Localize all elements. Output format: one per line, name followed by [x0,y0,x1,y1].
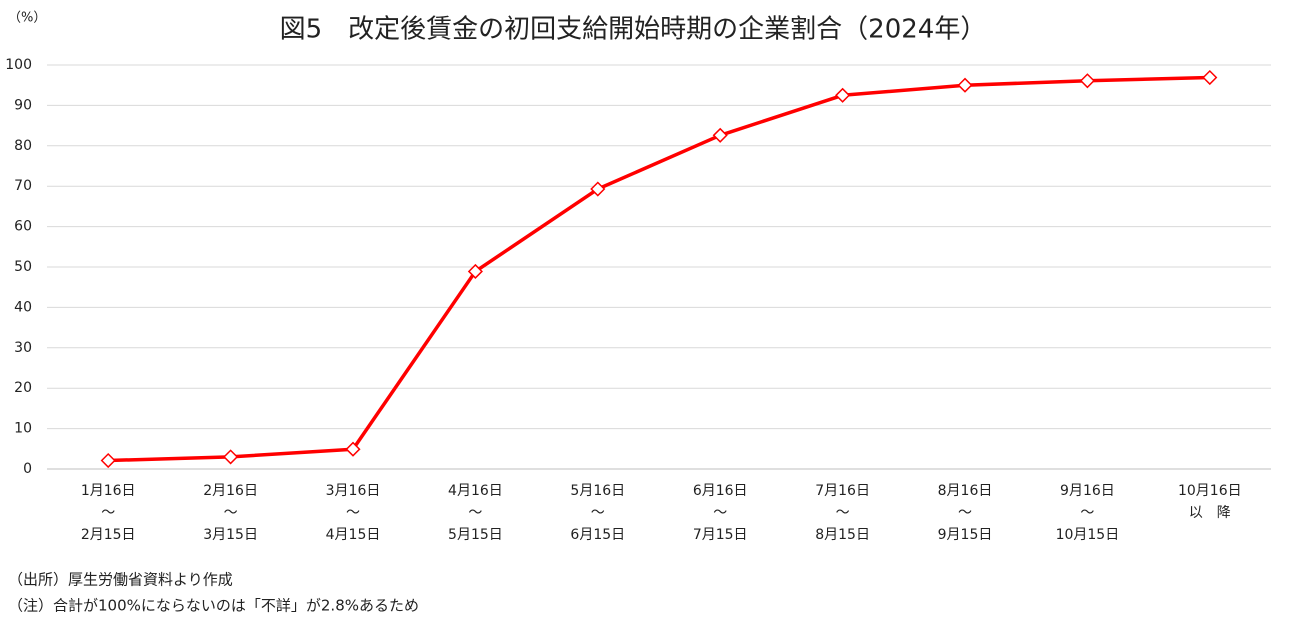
chart-title: 図5 改定後賃金の初回支給開始時期の企業割合（2024年） [280,15,987,45]
x-tick-label: 10月16日以 降 [1178,483,1242,521]
y-axis-label: （%） [8,11,46,26]
x-tick-label-line: ～ [468,505,482,521]
x-tick-label-line: ～ [101,505,115,521]
y-tick-label: 50 [14,259,32,275]
x-tick-label-line: 6月15日 [570,527,625,543]
x-tick-label-line: 4月15日 [326,527,381,543]
x-tick-label: 9月16日 ～ 10月15日 [1056,483,1120,543]
marker [345,441,361,457]
x-tick-label-line: ～ [346,505,360,521]
x-tick-label-line: 5月16日 [570,483,625,499]
x-tick-label: 7月16日 ～ 8月15日 [815,483,870,543]
x-tick-label: 4月16日 ～ 5月15日 [448,483,503,543]
x-tick-label-line: ～ [591,505,605,521]
x-tick-label-line: ～ [1080,505,1094,521]
marker [223,449,239,465]
marker [957,77,973,93]
y-tick-label: 20 [14,380,32,396]
x-tick-label: 5月16日 ～ 6月15日 [570,483,625,543]
marker [712,127,728,143]
x-tick-label: 8月16日 ～ 9月15日 [938,483,993,543]
marker [835,87,851,103]
x-tick-label-line: 2月16日 [203,483,258,499]
marker [1202,69,1218,86]
x-tick-label-line: ～ [836,505,850,521]
x-tick-label-line: 3月15日 [203,527,258,543]
x-tick-label-line: 4月16日 [448,483,503,499]
x-tick-label-line: 1月16日 [81,483,136,499]
x-tick-label-line: 3月16日 [326,483,381,499]
x-tick-label-line: 10月15日 [1056,527,1120,543]
y-tick-label: 90 [14,97,32,113]
x-tick-label-line: ～ [224,505,238,521]
marker [1079,73,1095,89]
x-tick-label-line: 7月15日 [693,527,748,543]
marker [590,181,606,197]
x-tick-label-line: 6月16日 [693,483,748,499]
x-tick-label-line: 8月16日 [938,483,993,499]
x-tick-label-line: 10月16日 [1178,483,1242,499]
x-tick-label-line: ～ [958,505,972,521]
y-tick-label: 30 [14,340,32,356]
x-tick-label-line: 5月15日 [448,527,503,543]
y-tick-label: 40 [14,299,32,315]
y-tick-label: 10 [14,421,32,437]
x-tick-label: 1月16日 ～ 2月15日 [81,483,136,543]
y-tick-label: 100 [5,57,32,73]
note: （出所）厚生労働省資料より作成 [8,571,233,589]
x-tick-label-line: ～ [713,505,727,521]
note: （注）合計が100%にならないのは「不詳」が2.8%あるため [8,597,419,615]
x-tick-label: 3月16日 ～ 4月15日 [326,483,381,543]
x-tick-label-line: 8月15日 [815,527,870,543]
x-tick-label-line: 2月15日 [81,527,136,543]
y-tick-label: 60 [14,219,32,235]
y-tick-label: 80 [14,138,32,154]
x-tick-label-line: 以 降 [1189,505,1231,521]
y-tick-label: 0 [23,461,32,477]
x-tick-label-line: 9月16日 [1060,483,1115,499]
line [108,75,1210,463]
y-tick-label: 70 [14,178,32,194]
marker [100,452,116,469]
x-tick-label: 6月16日 ～ 7月15日 [693,483,748,543]
marker [467,263,483,280]
x-tick-label-line: 9月15日 [938,527,993,543]
x-tick-label: 2月16日 ～ 3月15日 [203,483,258,543]
x-tick-label-line: 7月16日 [815,483,870,499]
